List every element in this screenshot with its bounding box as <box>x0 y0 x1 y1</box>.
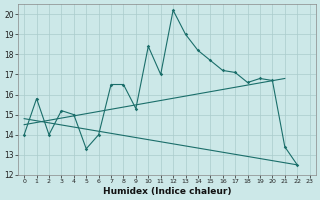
X-axis label: Humidex (Indice chaleur): Humidex (Indice chaleur) <box>103 187 231 196</box>
